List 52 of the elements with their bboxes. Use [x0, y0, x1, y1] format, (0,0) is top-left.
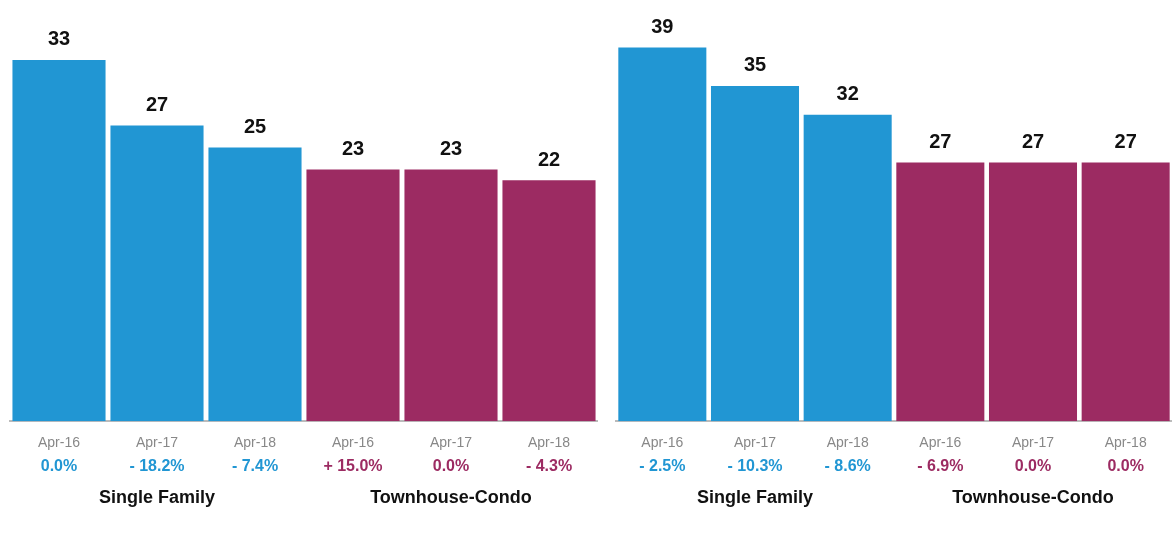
bar: [1081, 162, 1170, 422]
bar: [306, 169, 400, 422]
x-tick-label: Apr-16: [919, 434, 962, 451]
x-tick-label: Apr-18: [233, 434, 277, 451]
text: - 4.3%: [525, 457, 573, 475]
x-tick-label: Apr-18: [527, 434, 571, 451]
text: - 7.4%: [231, 457, 279, 475]
text: 0.0%: [432, 457, 470, 475]
bar: [618, 47, 707, 422]
bar: [404, 169, 498, 422]
data-label: 27: [1114, 130, 1137, 153]
text: Single Family: [98, 487, 216, 508]
data-label: 39: [651, 15, 674, 38]
text: 0.0%: [1014, 457, 1052, 475]
data-label: 23: [341, 136, 365, 159]
data-label: 27: [1021, 130, 1045, 153]
data-label: 35: [743, 53, 767, 76]
text: + 15.0%: [323, 457, 383, 475]
bar: [110, 125, 204, 422]
x-tick-label: Apr-17: [135, 434, 179, 451]
bar: [12, 59, 106, 422]
text: - 6.9%: [917, 457, 964, 475]
x-tick-label: Apr-16: [331, 434, 375, 451]
data-label: 27: [145, 93, 169, 116]
text: Townhouse-Condo: [952, 487, 1114, 508]
data-label: 32: [836, 82, 859, 105]
text: - 10.3%: [727, 457, 783, 475]
text: Townhouse-Condo: [370, 487, 532, 508]
text: 0.0%: [40, 457, 78, 475]
data-label: 23: [439, 136, 463, 159]
bar: [208, 147, 302, 422]
x-tick-label: Apr-18: [1104, 434, 1147, 451]
text: 0.0%: [1107, 457, 1144, 475]
data-label: 25: [243, 115, 267, 137]
bar: [803, 114, 892, 422]
data-label: 27: [929, 130, 952, 153]
data-label: 22: [537, 147, 561, 170]
text: Single Family: [696, 487, 814, 508]
text: - 8.6%: [824, 457, 871, 475]
bar: [502, 180, 596, 422]
x-tick-label: Apr-17: [429, 434, 473, 451]
x-tick-label: Apr-16: [641, 434, 684, 451]
x-tick-label: Apr-18: [826, 434, 869, 451]
data-label: 33: [47, 27, 71, 50]
text: - 18.2%: [129, 457, 185, 475]
x-tick-label: Apr-17: [733, 434, 777, 451]
x-tick-label: Apr-16: [37, 434, 81, 451]
bar: [988, 162, 1078, 422]
text: - 2.5%: [639, 457, 686, 475]
bar: [896, 162, 985, 422]
bar: [710, 85, 800, 422]
x-tick-label: Apr-17: [1011, 434, 1055, 451]
